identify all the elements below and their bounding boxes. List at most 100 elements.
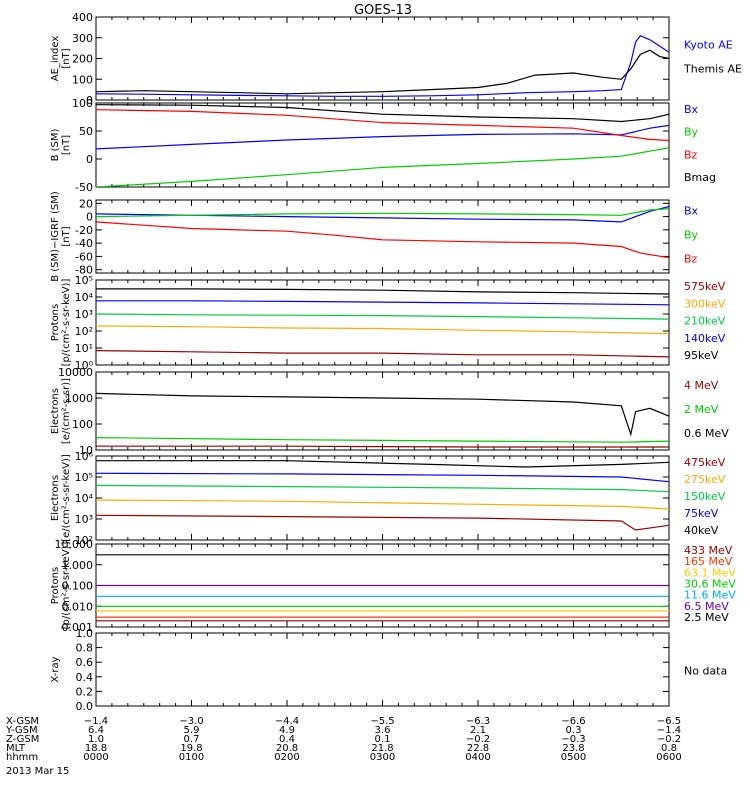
legend-label: Kyoto AE [684, 39, 733, 52]
y-tick-label: 10² [75, 534, 93, 547]
y-tick-label: 10000 [58, 366, 93, 379]
panel-6: 10² 10³ 10⁴ 10⁵ 10⁶ Electrons [e/(cm²-s-sr-keV… [50, 450, 726, 547]
y-tick-label: -50 [75, 181, 93, 194]
x-axis-row-label: Y-GSM [5, 725, 38, 736]
series-line-1 [96, 325, 669, 335]
y-axis-label: [e/(cm²-s-sr)] [61, 378, 72, 444]
y-axis-label: Electrons [50, 388, 61, 434]
y-axis-label: [nT] [61, 135, 72, 155]
y-tick-label: 10³ [75, 308, 93, 321]
y-tick-label: 300 [72, 32, 93, 45]
x-axis-value: −6.5 [657, 716, 681, 727]
legend-label: 475keV [684, 456, 726, 469]
legend-label: 300keV [684, 297, 726, 310]
x-axis-value: 0000 [83, 752, 108, 763]
y-axis-label: [p/(cm²-s-sr-keV)] [61, 542, 72, 630]
x-axis-value: 19.8 [180, 743, 202, 754]
y-tick-label: 0.001 [62, 621, 94, 634]
y-tick-label: 10 [79, 444, 93, 457]
y-axis-label: B (SM)−IGRF (SM) [50, 191, 61, 282]
panel-frame [95, 455, 670, 541]
x-axis-value: −6.3 [466, 716, 490, 727]
series-line-2 [96, 109, 669, 142]
y-axis-label: Protons [50, 304, 61, 341]
y-tick-label: 400 [72, 11, 93, 24]
legend-label: Bx [684, 103, 699, 116]
x-axis-value: 0300 [370, 752, 395, 763]
legend-label: 2.5 MeV [684, 611, 729, 624]
panel-frame [95, 632, 670, 707]
panel-5: 10 100 1000 10000 Electrons [e/(cm²-s-sr)] 4 M… [50, 366, 729, 457]
x-axis-value: −0.2 [657, 734, 681, 745]
y-axis-label: [nT] [61, 226, 72, 246]
y-tick-label: 0.6 [76, 656, 94, 669]
legend-label: 150keV [684, 490, 726, 503]
series-line-1 [96, 208, 669, 218]
series-line-0 [96, 350, 669, 358]
y-tick-label: 0.100 [62, 580, 94, 593]
series-line-1 [96, 147, 669, 187]
y-tick-label: 10³ [75, 513, 93, 526]
y-tick-label: -40 [75, 237, 93, 250]
y-axis-label: B (SM) [50, 128, 61, 161]
y-tick-label: 1000 [65, 392, 93, 405]
legend-note: No data [684, 665, 727, 678]
series-line-1 [96, 437, 669, 443]
y-tick-label: 100 [72, 73, 93, 86]
panel-2: -50 0 50 100 B (SM) [nT] Bx By Bz Bmag [50, 97, 716, 194]
series-line-2 [96, 221, 669, 259]
y-axis-label: [e/(cm²-s-sr-keV)] [61, 454, 72, 542]
y-axis-label: [nT] [61, 48, 72, 68]
chart-title: GOES-13 [354, 3, 412, 18]
legend-label: 95keV [684, 349, 719, 362]
y-tick-label: 0 [86, 153, 93, 166]
legend-label: 11.6 MeV [684, 589, 736, 602]
x-axis-value: 0400 [465, 752, 490, 763]
y-tick-label: 0 [86, 211, 93, 224]
series-line-2 [96, 313, 669, 320]
series-line-0 [96, 445, 669, 448]
y-axis-label: Electrons [50, 475, 61, 521]
legend-label: 165 MeV [684, 555, 733, 568]
legend-label: 75keV [684, 507, 719, 520]
series-line-3 [96, 300, 669, 306]
legend-label: 140keV [684, 332, 726, 345]
y-tick-label: 10⁴ [75, 291, 94, 304]
y-tick-label: 50 [79, 125, 93, 138]
legend-label: Bx [684, 205, 699, 218]
legend-label: 30.6 MeV [684, 578, 736, 591]
x-axis-value: 0.4 [279, 734, 295, 745]
legend-label: By [684, 126, 699, 139]
panel-frame [95, 16, 670, 101]
series-line-0 [96, 34, 669, 97]
y-axis-label: X-ray [50, 656, 61, 682]
y-tick-label: 10⁵ [75, 274, 93, 287]
x-axis-value: 0.7 [184, 734, 200, 745]
x-axis-value: 5.9 [184, 725, 200, 736]
series-line-1 [96, 499, 669, 510]
y-tick-label: 10⁰ [75, 359, 94, 372]
series-line-2 [96, 484, 669, 493]
x-axis-value: 23.8 [562, 743, 584, 754]
y-axis-label: Protons [50, 567, 61, 604]
x-axis-value: 0.1 [375, 734, 391, 745]
y-tick-label: 10⁴ [75, 492, 94, 505]
panel-8: 0.0 0.20.4 0.60.8 1.0 X-ray No data [50, 627, 727, 713]
y-tick-label: 100 [72, 97, 93, 110]
x-axis-row-label: X-GSM [6, 716, 39, 727]
y-tick-label: 20 [79, 197, 93, 210]
x-axis-value: 3.6 [375, 725, 391, 736]
legend-label: 433 MeV [684, 544, 733, 557]
y-tick-label: 1.000 [62, 559, 94, 572]
y-tick-label: 100 [72, 418, 93, 431]
y-tick-label: 0.4 [76, 671, 94, 684]
y-axis-label: AE_index [50, 36, 61, 82]
series-line-2 [96, 392, 669, 437]
x-axis-value: 0600 [656, 752, 681, 763]
x-axis-row-label: hhmm [6, 752, 38, 763]
y-tick-label: 0.2 [76, 685, 94, 698]
x-axis-value: 18.8 [85, 743, 107, 754]
